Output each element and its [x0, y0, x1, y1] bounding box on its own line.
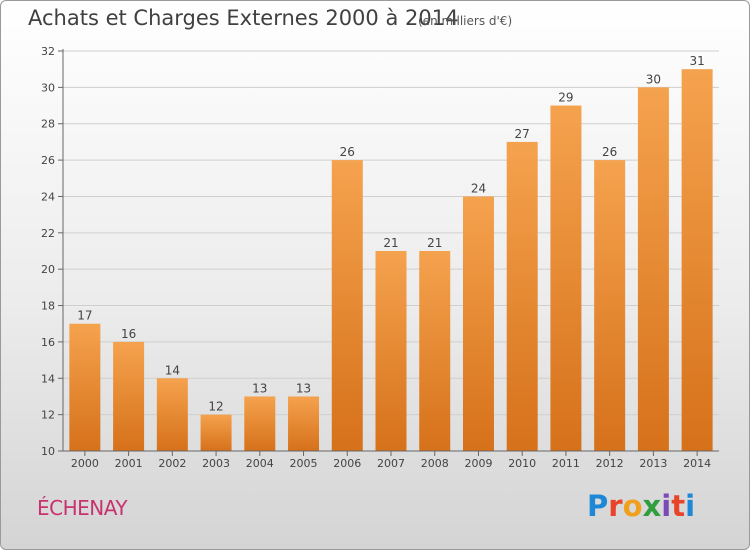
bar-value-label: 16: [121, 327, 136, 341]
y-tick-label: 28: [41, 118, 55, 131]
y-tick-label: 30: [41, 81, 55, 94]
bar: [156, 378, 188, 451]
bar-value-label: 26: [602, 145, 617, 159]
bar-value-label: 29: [558, 91, 573, 105]
bar: [462, 196, 494, 451]
bar: [200, 414, 232, 451]
logo-letter: r: [608, 489, 623, 523]
bar-value-label: 31: [689, 54, 704, 68]
bar: [681, 69, 713, 451]
logo-letter: x: [642, 489, 662, 523]
bar-value-label: 21: [383, 236, 398, 250]
y-tick-label: 26: [41, 154, 55, 167]
y-tick-label: 16: [41, 336, 55, 349]
x-tick-label: 2005: [290, 457, 318, 470]
bar: [244, 396, 276, 451]
logo-letter: i: [685, 489, 696, 523]
logo-letter: o: [622, 489, 643, 523]
logo-letter: t: [671, 489, 686, 523]
bar-value-label: 24: [471, 181, 486, 195]
x-tick-label: 2008: [421, 457, 449, 470]
bar: [331, 160, 363, 451]
chart-subtitle: (en milliers d'€): [418, 14, 513, 28]
x-tick-label: 2011: [552, 457, 580, 470]
bar-value-label: 21: [427, 236, 442, 250]
bar-value-label: 12: [208, 400, 223, 414]
bar: [594, 160, 626, 451]
bar: [375, 251, 407, 451]
bar-value-label: 14: [165, 363, 180, 377]
bar: [419, 251, 451, 451]
x-tick-label: 2003: [202, 457, 230, 470]
bar-value-label: 27: [515, 127, 530, 141]
chart-title: Achats et Charges Externes 2000 à 2014: [28, 6, 459, 30]
y-tick-label: 12: [41, 409, 55, 422]
x-tick-label: 2014: [683, 457, 711, 470]
x-tick-label: 2009: [464, 457, 492, 470]
axes: 10 12 14 16 18 20 22 24 26 28 30 32 2000 2001 2002 2003…: [41, 45, 719, 470]
x-tick-label: 2000: [71, 457, 99, 470]
x-tick-label: 2004: [246, 457, 274, 470]
y-tick-label: 22: [41, 227, 55, 240]
y-tick-label: 20: [41, 263, 55, 276]
commune-name: ÉCHENAY: [37, 496, 128, 520]
bar-value-label: 30: [646, 72, 661, 86]
x-tick-label: 2013: [639, 457, 667, 470]
bar-value-label: 17: [77, 309, 92, 323]
logo-letter: P: [587, 489, 609, 523]
y-tick-label: 24: [41, 190, 55, 203]
bar-value-label: 26: [340, 145, 355, 159]
x-tick-label: 2007: [377, 457, 405, 470]
bar: [113, 341, 145, 451]
bar: [550, 105, 582, 451]
x-tick-label: 2010: [508, 457, 536, 470]
proxiti-logo: Proxiti: [587, 489, 695, 523]
x-tick-label: 2001: [115, 457, 143, 470]
bar: [637, 87, 669, 451]
bars: 17 16 14 12 13 13 26 21 21 24 27 29 26 30 31: [69, 54, 713, 451]
x-tick-label: 2012: [596, 457, 624, 470]
y-tick-label: 32: [41, 45, 55, 58]
bar: [506, 141, 538, 451]
bar-value-label: 13: [252, 381, 267, 395]
x-tick-label: 2006: [333, 457, 361, 470]
y-tick-label: 18: [41, 300, 55, 313]
logo-letter: i: [661, 489, 672, 523]
x-tick-label: 2002: [158, 457, 186, 470]
y-tick-label: 14: [41, 372, 55, 385]
bar: [69, 323, 101, 451]
y-tick-label: 10: [41, 445, 55, 458]
bar: [288, 396, 320, 451]
bar-value-label: 13: [296, 381, 311, 395]
